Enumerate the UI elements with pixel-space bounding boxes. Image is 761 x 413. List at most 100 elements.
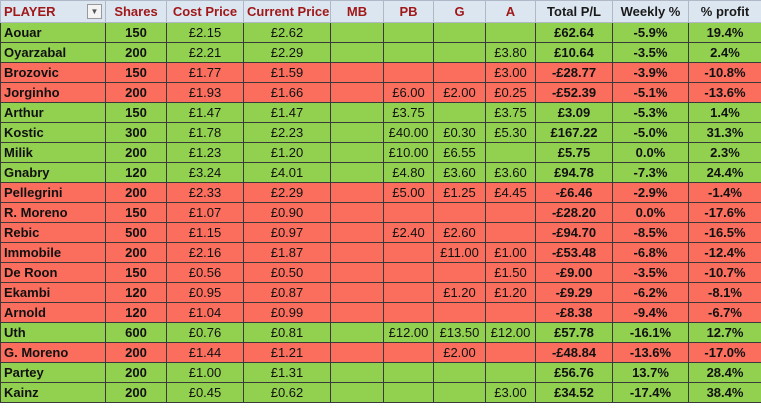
cell-mb[interactable]: [330, 82, 384, 103]
cell-weekly-pct[interactable]: -13.6%: [612, 342, 689, 363]
cell-total-pl[interactable]: £94.78: [535, 162, 613, 183]
cell-current-price[interactable]: £0.99: [243, 302, 331, 323]
cell-total-pl[interactable]: £5.75: [535, 142, 613, 163]
cell-shares[interactable]: 600: [105, 322, 167, 343]
cell-pb[interactable]: £3.75: [383, 102, 434, 123]
cell-total-pl[interactable]: -£53.48: [535, 242, 613, 263]
cell-player[interactable]: Jorginho: [0, 82, 106, 103]
cell-pb[interactable]: £2.40: [383, 222, 434, 243]
cell-weekly-pct[interactable]: -6.2%: [612, 282, 689, 303]
cell-current-price[interactable]: £0.87: [243, 282, 331, 303]
cell-player[interactable]: Arnold: [0, 302, 106, 323]
cell-pct-profit[interactable]: 24.4%: [688, 162, 761, 183]
cell-total-pl[interactable]: £62.64: [535, 22, 613, 43]
cell-shares[interactable]: 120: [105, 282, 167, 303]
cell-mb[interactable]: [330, 302, 384, 323]
cell-pb[interactable]: [383, 242, 434, 263]
cell-weekly-pct[interactable]: -5.0%: [612, 122, 689, 143]
cell-mb[interactable]: [330, 142, 384, 163]
cell-shares[interactable]: 150: [105, 202, 167, 223]
cell-a[interactable]: £4.45: [485, 182, 536, 203]
cell-g[interactable]: £0.30: [433, 122, 486, 143]
cell-g[interactable]: £11.00: [433, 242, 486, 263]
cell-pct-profit[interactable]: -10.8%: [688, 62, 761, 83]
cell-shares[interactable]: 150: [105, 22, 167, 43]
cell-shares[interactable]: 200: [105, 242, 167, 263]
cell-shares[interactable]: 500: [105, 222, 167, 243]
cell-g[interactable]: £13.50: [433, 322, 486, 343]
cell-cost-price[interactable]: £1.00: [166, 362, 244, 383]
cell-player[interactable]: Kainz: [0, 382, 106, 403]
cell-pb[interactable]: [383, 362, 434, 383]
cell-current-price[interactable]: £0.50: [243, 262, 331, 283]
cell-pct-profit[interactable]: -8.1%: [688, 282, 761, 303]
cell-g[interactable]: £1.20: [433, 282, 486, 303]
cell-a[interactable]: [485, 342, 536, 363]
cell-shares[interactable]: 150: [105, 262, 167, 283]
cell-g[interactable]: [433, 302, 486, 323]
cell-g[interactable]: [433, 382, 486, 403]
cell-pct-profit[interactable]: -10.7%: [688, 262, 761, 283]
cell-shares[interactable]: 120: [105, 162, 167, 183]
cell-weekly-pct[interactable]: -9.4%: [612, 302, 689, 323]
cell-current-price[interactable]: £1.20: [243, 142, 331, 163]
cell-current-price[interactable]: £2.29: [243, 182, 331, 203]
cell-total-pl[interactable]: -£9.00: [535, 262, 613, 283]
cell-shares[interactable]: 300: [105, 122, 167, 143]
cell-pb[interactable]: [383, 342, 434, 363]
cell-player[interactable]: R. Moreno: [0, 202, 106, 223]
cell-a[interactable]: [485, 362, 536, 383]
cell-g[interactable]: [433, 362, 486, 383]
header-pct-profit[interactable]: % profit: [688, 0, 761, 23]
cell-pct-profit[interactable]: 2.4%: [688, 42, 761, 63]
cell-current-price[interactable]: £1.66: [243, 82, 331, 103]
cell-g[interactable]: [433, 202, 486, 223]
cell-player[interactable]: Gnabry: [0, 162, 106, 183]
cell-weekly-pct[interactable]: -3.5%: [612, 42, 689, 63]
cell-a[interactable]: £3.75: [485, 102, 536, 123]
cell-weekly-pct[interactable]: -8.5%: [612, 222, 689, 243]
cell-total-pl[interactable]: £57.78: [535, 322, 613, 343]
cell-shares[interactable]: 200: [105, 82, 167, 103]
cell-cost-price[interactable]: £1.47: [166, 102, 244, 123]
cell-total-pl[interactable]: £3.09: [535, 102, 613, 123]
cell-weekly-pct[interactable]: -3.9%: [612, 62, 689, 83]
header-pb[interactable]: PB: [383, 0, 434, 23]
cell-cost-price[interactable]: £1.23: [166, 142, 244, 163]
cell-g[interactable]: £6.55: [433, 142, 486, 163]
cell-pct-profit[interactable]: 31.3%: [688, 122, 761, 143]
cell-shares[interactable]: 120: [105, 302, 167, 323]
cell-weekly-pct[interactable]: 0.0%: [612, 202, 689, 223]
cell-current-price[interactable]: £2.29: [243, 42, 331, 63]
cell-shares[interactable]: 200: [105, 362, 167, 383]
cell-pct-profit[interactable]: 12.7%: [688, 322, 761, 343]
cell-g[interactable]: [433, 42, 486, 63]
cell-a[interactable]: £1.00: [485, 242, 536, 263]
cell-a[interactable]: £0.25: [485, 82, 536, 103]
cell-pct-profit[interactable]: -17.0%: [688, 342, 761, 363]
cell-mb[interactable]: [330, 222, 384, 243]
cell-pct-profit[interactable]: -6.7%: [688, 302, 761, 323]
cell-player[interactable]: Immobile: [0, 242, 106, 263]
cell-pb[interactable]: £6.00: [383, 82, 434, 103]
cell-g[interactable]: [433, 62, 486, 83]
cell-weekly-pct[interactable]: -16.1%: [612, 322, 689, 343]
cell-mb[interactable]: [330, 322, 384, 343]
cell-current-price[interactable]: £1.59: [243, 62, 331, 83]
cell-a[interactable]: £12.00: [485, 322, 536, 343]
cell-total-pl[interactable]: -£28.77: [535, 62, 613, 83]
cell-total-pl[interactable]: -£28.20: [535, 202, 613, 223]
cell-weekly-pct[interactable]: -7.3%: [612, 162, 689, 183]
cell-mb[interactable]: [330, 362, 384, 383]
cell-a[interactable]: £3.00: [485, 382, 536, 403]
cell-player[interactable]: Pellegrini: [0, 182, 106, 203]
cell-cost-price[interactable]: £2.16: [166, 242, 244, 263]
cell-player[interactable]: Ekambi: [0, 282, 106, 303]
cell-current-price[interactable]: £1.21: [243, 342, 331, 363]
cell-cost-price[interactable]: £2.15: [166, 22, 244, 43]
cell-a[interactable]: [485, 202, 536, 223]
cell-current-price[interactable]: £0.90: [243, 202, 331, 223]
cell-mb[interactable]: [330, 42, 384, 63]
cell-weekly-pct[interactable]: -17.4%: [612, 382, 689, 403]
cell-total-pl[interactable]: -£94.70: [535, 222, 613, 243]
